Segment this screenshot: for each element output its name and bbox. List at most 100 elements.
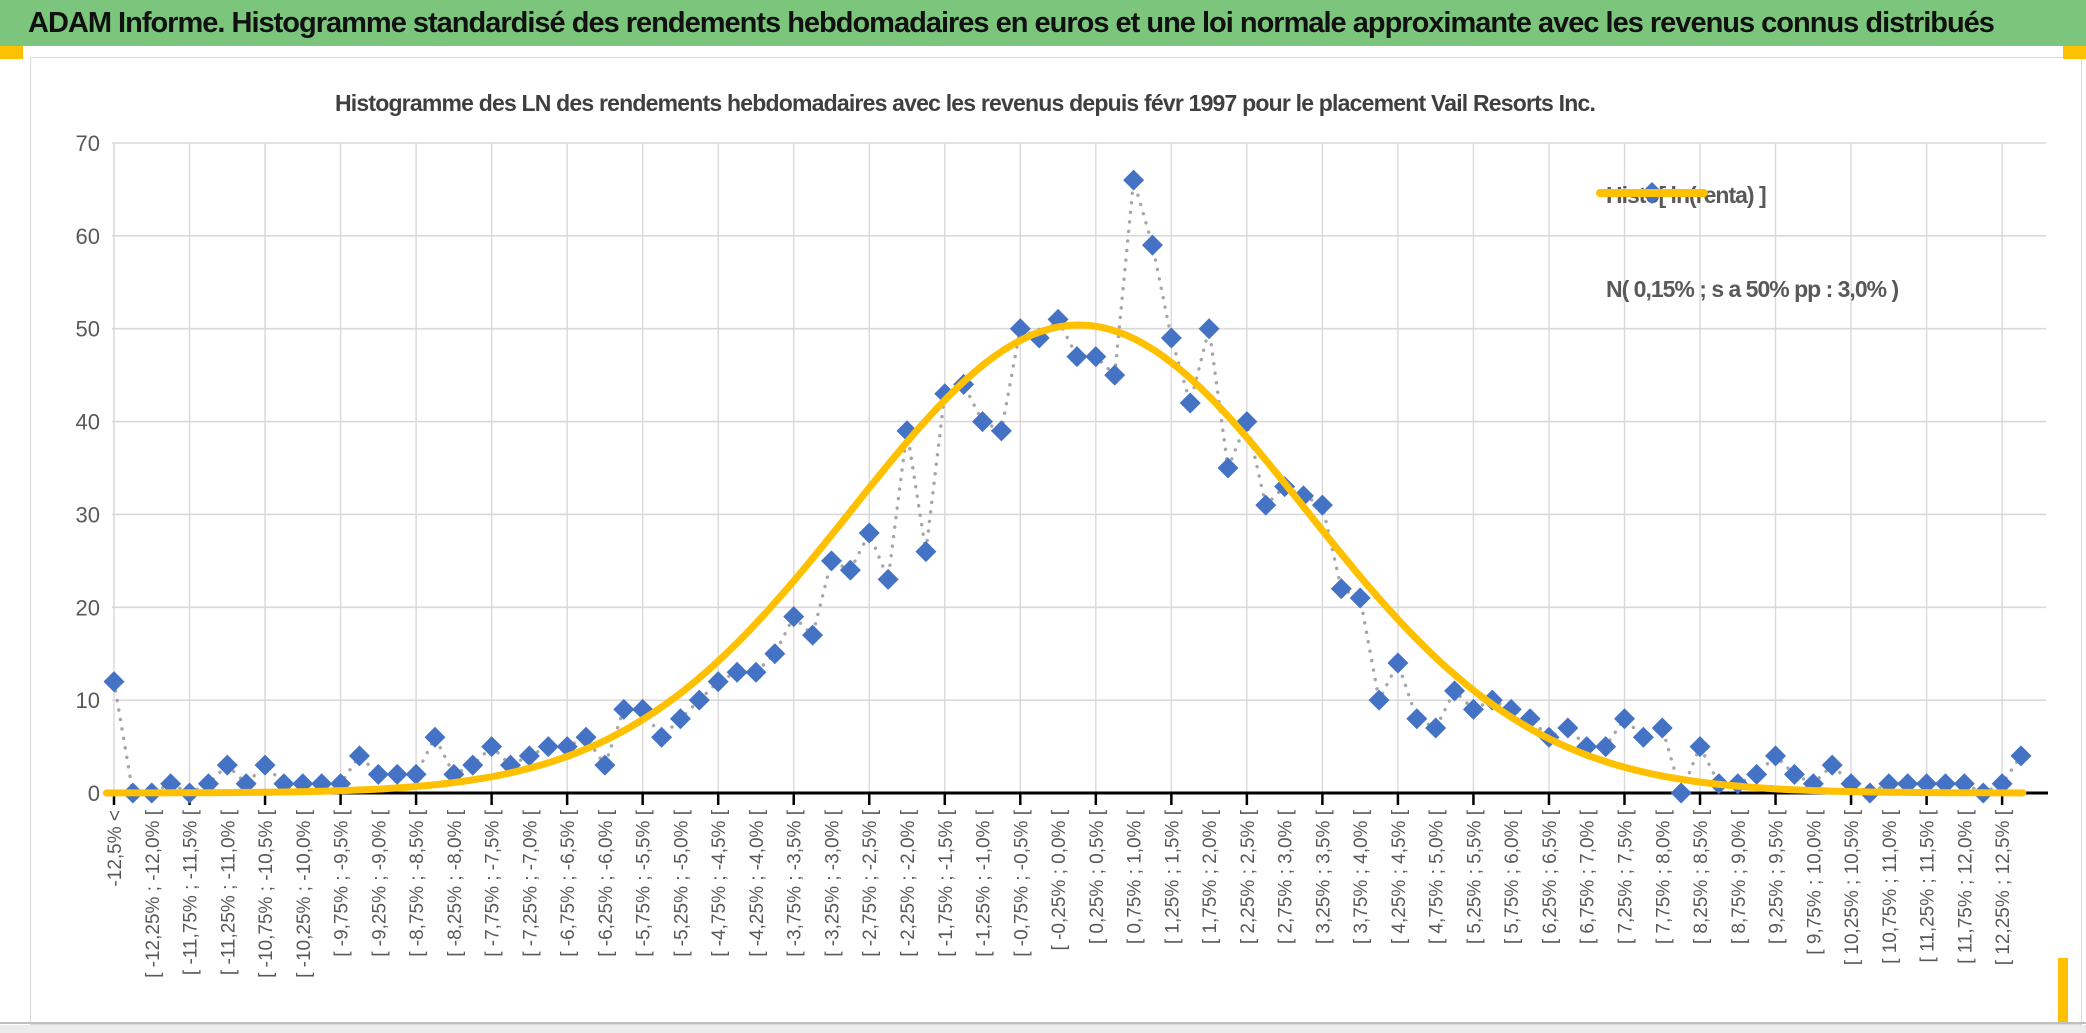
histogram-data-point — [1821, 754, 1843, 776]
normal-curve — [102, 321, 2027, 797]
x-axis-category-label: [ -3,75% ; -3,5% [ — [785, 809, 806, 957]
x-axis-category-label: [ 10,25% ; 10,5% [ — [1842, 809, 1863, 965]
x-axis-category-label: [ 5,75% ; 6,0% [ — [1502, 809, 1523, 944]
histogram-data-point — [820, 550, 842, 572]
histogram-data-point — [783, 606, 805, 628]
chart-object-frame[interactable] — [30, 57, 2082, 1025]
histogram-data-point — [197, 773, 219, 795]
histogram-data-point — [1406, 708, 1428, 730]
gold-accent-bottom-right — [2058, 958, 2068, 1024]
x-axis-category-label: [ -12,25% ; -12,0% [ — [143, 809, 164, 978]
x-axis-category-label: [ -10,25% ; -10,0% [ — [294, 809, 315, 978]
histogram-data-point — [613, 698, 635, 720]
histogram-data-point — [575, 726, 597, 748]
x-axis-category-label: [ -2,75% ; -2,5% [ — [860, 809, 881, 957]
x-axis-category-label: -12,5% < — [105, 810, 126, 887]
histogram-data-point — [802, 624, 824, 646]
histogram-data-point — [1916, 773, 1938, 795]
histogram-data-point — [1104, 364, 1126, 386]
x-axis-category-label: [ 6,25% ; 6,5% [ — [1540, 809, 1561, 944]
histogram-data-point — [745, 661, 767, 683]
histogram-data-point — [1632, 726, 1654, 748]
x-axis-category-label: [ 6,75% ; 7,0% [ — [1578, 809, 1599, 944]
y-axis-tick-label: 30 — [76, 502, 100, 527]
histogram-data-point — [764, 643, 786, 665]
histogram-data-point — [1255, 494, 1277, 516]
sheet-bottom-band — [0, 1025, 2086, 1033]
x-axis-category-label: [ -0,75% ; -0,5% [ — [1011, 809, 1032, 957]
x-axis-category-label: [ 12,25% ; 12,5% [ — [1993, 809, 2014, 965]
x-axis-category-label: [ 2,75% ; 3,0% [ — [1276, 809, 1297, 944]
x-axis-category-label: [ 0,25% ; 0,5% [ — [1087, 809, 1108, 944]
histogram-data-point — [1066, 346, 1088, 368]
histogram-data-point — [1009, 318, 1031, 340]
histogram-data-point — [990, 420, 1012, 442]
legend-normal-label: N( 0,15% ; s a 50% pp : 3,0% ) — [1606, 275, 1899, 302]
histogram-data-point — [1651, 717, 1673, 739]
histogram-data-point — [1765, 745, 1787, 767]
x-axis-category-label: [ 7,75% ; 8,0% [ — [1653, 809, 1674, 944]
x-axis-category-label: [ 11,75% ; 12,0% [ — [1955, 809, 1976, 964]
histogram-data-point — [348, 745, 370, 767]
x-axis-category-label: [ -1,75% ; -1,5% [ — [936, 809, 957, 957]
histogram-data-point — [1217, 457, 1239, 479]
x-axis-category-label: [ 3,75% ; 4,0% [ — [1351, 809, 1372, 944]
histogram-data-point — [669, 708, 691, 730]
x-axis-category-label: [ 9,25% ; 9,5% [ — [1767, 809, 1788, 944]
normal-curve-legend-icon — [1596, 189, 1708, 197]
x-axis-category-label: [ -11,75% ; -11,5% [ — [181, 809, 202, 975]
x-axis-category-label: [ 9,75% ; 10,0% [ — [1804, 809, 1825, 954]
x-axis-category-label: [ -4,25% ; -4,0% [ — [747, 809, 768, 957]
x-axis-category-label: [ 4,25% ; 4,5% [ — [1389, 809, 1410, 944]
histogram-data-point — [1613, 708, 1635, 730]
y-axis-tick-label: 20 — [76, 595, 100, 620]
y-axis-tick-label: 60 — [76, 224, 100, 249]
legend: Histo[ ln(renta) ] N( 0,15% ; s a 50% pp… — [1596, 178, 1899, 366]
histogram-data-point — [1123, 169, 1145, 191]
y-axis-tick-label: 50 — [76, 317, 100, 342]
x-axis-category-label: [ 8,25% ; 8,5% [ — [1691, 809, 1712, 944]
y-axis-tick-label: 10 — [76, 688, 100, 713]
histogram-data-point — [518, 745, 540, 767]
histogram-data-point — [1462, 698, 1484, 720]
gold-accent-top-right — [2063, 46, 2086, 59]
legend-entry-normal-curve[interactable]: N( 0,15% ; s a 50% pp : 3,0% ) — [1596, 189, 1899, 306]
histogram-data-point — [1368, 689, 1390, 711]
histogram-data-point — [839, 559, 861, 581]
x-axis-category-label: [ 0,75% ; 1,0% [ — [1125, 809, 1146, 944]
histogram-data-point — [726, 661, 748, 683]
x-axis-category-label: [ 1,25% ; 1,5% [ — [1162, 809, 1183, 944]
histogram-data-point — [1085, 346, 1107, 368]
x-axis-category-label: [ -0,25% ; 0,0% [ — [1049, 809, 1070, 950]
histogram-data-point — [481, 736, 503, 758]
x-axis-category-label: [ 5,25% ; 5,5% [ — [1464, 809, 1485, 944]
histogram-data-point — [1783, 763, 1805, 785]
histogram-data-point — [1349, 587, 1371, 609]
histogram-data-point — [1953, 773, 1975, 795]
y-axis-tick-label: 40 — [76, 410, 100, 435]
histogram-data-point — [1198, 318, 1220, 340]
sheet-gridline — [0, 1022, 2086, 1024]
histogram-data-point — [1179, 392, 1201, 414]
histogram-data-point — [1160, 327, 1182, 349]
histogram-data-point — [1595, 736, 1617, 758]
x-axis-category-label: [ 2,25% ; 2,5% [ — [1238, 809, 1259, 944]
x-axis-category-label: [ -4,75% ; -4,5% [ — [709, 809, 730, 957]
histogram-data-point — [1746, 763, 1768, 785]
histogram-data-point — [915, 541, 937, 563]
histogram-data-point — [1141, 234, 1163, 256]
histogram-data-point — [1670, 782, 1692, 804]
histogram-data-point — [160, 773, 182, 795]
header-title: ADAM Informe. Histogramme standardisé de… — [28, 6, 1995, 39]
x-axis-category-label: [ 7,25% ; 7,5% [ — [1615, 809, 1636, 944]
x-axis-category-label: [ -9,75% ; -9,5% [ — [332, 809, 353, 957]
histogram-data-point — [1330, 578, 1352, 600]
histogram-data-point — [1444, 680, 1466, 702]
histogram-data-point — [216, 754, 238, 776]
x-axis-category-label: [ -5,75% ; -5,5% [ — [634, 809, 655, 957]
x-axis-category-label: [ -7,75% ; -7,5% [ — [483, 809, 504, 957]
y-axis-tick-label: 0 — [88, 781, 100, 806]
x-axis-category-label: [ -7,25% ; -7,0% [ — [520, 809, 541, 957]
